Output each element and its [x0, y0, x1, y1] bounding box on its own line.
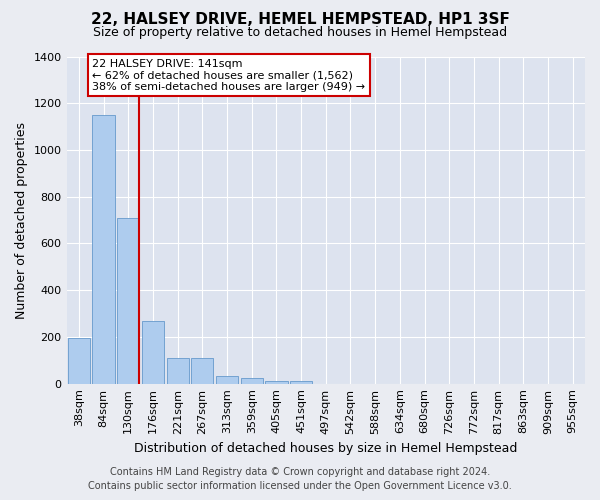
- Bar: [142, 320, 164, 384]
- Bar: [216, 376, 238, 384]
- Y-axis label: Number of detached properties: Number of detached properties: [15, 122, 28, 318]
- Bar: [191, 358, 214, 384]
- Bar: [290, 382, 312, 384]
- Text: Contains HM Land Registry data © Crown copyright and database right 2024.
Contai: Contains HM Land Registry data © Crown c…: [88, 467, 512, 491]
- Bar: [117, 218, 139, 384]
- Bar: [92, 115, 115, 384]
- Text: Size of property relative to detached houses in Hemel Hempstead: Size of property relative to detached ho…: [93, 26, 507, 39]
- Text: 22 HALSEY DRIVE: 141sqm
← 62% of detached houses are smaller (1,562)
38% of semi: 22 HALSEY DRIVE: 141sqm ← 62% of detache…: [92, 59, 365, 92]
- X-axis label: Distribution of detached houses by size in Hemel Hempstead: Distribution of detached houses by size …: [134, 442, 517, 455]
- Bar: [265, 382, 287, 384]
- Bar: [68, 338, 90, 384]
- Text: 22, HALSEY DRIVE, HEMEL HEMPSTEAD, HP1 3SF: 22, HALSEY DRIVE, HEMEL HEMPSTEAD, HP1 3…: [91, 12, 509, 28]
- Bar: [241, 378, 263, 384]
- Bar: [167, 358, 189, 384]
